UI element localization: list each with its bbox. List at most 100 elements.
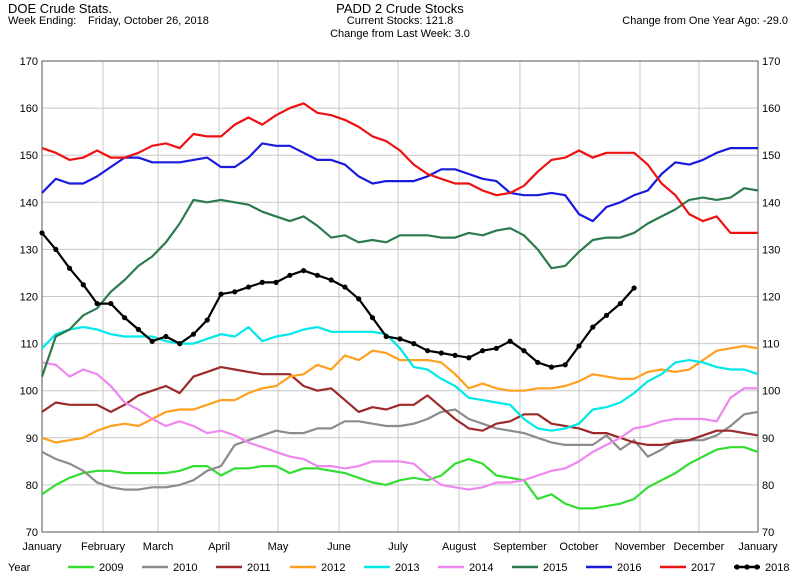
data-point-2018 — [328, 277, 334, 283]
data-point-2018 — [301, 267, 307, 274]
y-tick-label-right: 80 — [762, 480, 774, 492]
data-point-2018 — [245, 284, 252, 290]
y-tick-label-right: 110 — [762, 339, 780, 351]
x-tick-label: April — [208, 541, 230, 553]
data-point-2018 — [53, 246, 59, 252]
x-tick-label: December — [674, 541, 725, 553]
y-tick-label-right: 70 — [762, 527, 774, 539]
week-ending: Week Ending: Friday, October 26, 2018 — [8, 15, 209, 28]
y-tick-label-left: 70 — [26, 527, 38, 539]
y-tick-label-left: 110 — [20, 339, 38, 351]
legend-marker — [754, 564, 760, 570]
axes: 70 70 80 80 90 90 100 100 110 110 120 120 130 130 140 1… — [20, 56, 781, 553]
series-line-2018 — [41, 232, 635, 369]
x-tick-label: July — [388, 541, 408, 553]
y-tick-label-left: 170 — [20, 56, 38, 68]
data-point-2018 — [466, 355, 472, 361]
legend-entry-2013: 2013 — [395, 562, 419, 574]
series-lines — [39, 102, 759, 510]
data-point-2018 — [507, 338, 513, 344]
x-tick-label: January — [22, 541, 62, 553]
y-tick-label-right: 100 — [762, 386, 780, 398]
data-point-2018 — [273, 279, 279, 285]
x-tick-label: March — [143, 541, 174, 553]
y-tick-label-right: 120 — [762, 292, 780, 304]
x-tick-label: August — [442, 541, 476, 553]
data-point-2018 — [535, 359, 541, 366]
y-tick-label-right: 140 — [762, 197, 780, 209]
chart-title: PADD 2 Crude Stocks — [336, 1, 464, 16]
y-tick-label-left: 80 — [26, 480, 38, 492]
data-point-2018 — [576, 343, 582, 349]
data-point-2018 — [424, 348, 431, 354]
data-point-2018 — [149, 338, 155, 344]
data-point-2018 — [369, 315, 376, 321]
y-tick-label-left: 100 — [20, 386, 38, 398]
data-point-2018 — [480, 348, 486, 354]
data-point-2018 — [548, 364, 555, 370]
data-point-2018 — [590, 324, 596, 330]
data-point-2018 — [603, 312, 610, 318]
data-point-2018 — [617, 300, 623, 307]
x-tick-label: January — [738, 541, 778, 553]
y-tick-label-left: 130 — [20, 244, 38, 256]
y-tick-label-right: 160 — [762, 103, 780, 115]
legend-entry-2015: 2015 — [543, 562, 567, 574]
data-point-2018 — [356, 296, 362, 302]
legend-entry-2014: 2014 — [469, 562, 493, 574]
series-line-2010 — [41, 408, 759, 491]
data-point-2018 — [177, 341, 183, 347]
legend-marker — [734, 564, 740, 570]
series-line-2016 — [41, 142, 758, 223]
legend: Year 2009 2010 2011 2012 2013 2014 2015 2016 2017… — [8, 562, 789, 574]
data-point-2018 — [94, 300, 100, 307]
data-point-2018 — [80, 282, 86, 288]
x-tick-label: June — [327, 541, 351, 553]
data-point-2018 — [39, 230, 45, 236]
header-left: DOE Crude Stats. Week Ending: Friday, Oct… — [8, 2, 209, 28]
x-tick-label: November — [615, 541, 666, 553]
legend-entry-2011: 2011 — [247, 562, 271, 574]
series-line-2012 — [41, 344, 759, 444]
data-point-2018 — [259, 279, 265, 285]
current-stocks: Current Stocks: 121.8 — [346, 15, 454, 27]
legend-entry-2010: 2010 — [173, 562, 197, 574]
x-tick-label: September — [493, 541, 547, 553]
y-tick-label-right: 170 — [762, 56, 780, 68]
legend-entry-2009: 2009 — [99, 562, 123, 574]
data-point-2018 — [287, 272, 293, 278]
source-title: DOE Crude Stats. — [8, 1, 113, 16]
week-ending-label: Week Ending: — [8, 15, 77, 27]
data-point-2018 — [218, 291, 224, 297]
series-line-2017 — [41, 102, 758, 234]
data-point-2018 — [631, 285, 637, 291]
data-point-2018 — [493, 345, 499, 351]
data-point-2018 — [108, 300, 114, 307]
data-point-2018 — [204, 317, 210, 323]
data-point-2018 — [232, 289, 238, 295]
change-from-last-week: Change from Last Week: 3.0 — [330, 28, 470, 40]
week-ending-value: Friday, October 26, 2018 — [88, 15, 209, 27]
y-tick-label-left: 120 — [20, 292, 38, 304]
series-line-2011 — [41, 366, 759, 446]
data-point-2018 — [562, 362, 568, 368]
series-line-2013 — [41, 326, 759, 432]
y-tick-label-left: 90 — [26, 433, 38, 445]
data-point-2018 — [397, 336, 403, 342]
data-point-2018 — [122, 315, 128, 321]
y-tick-label-left: 140 — [20, 197, 38, 209]
data-point-2018 — [411, 341, 417, 347]
series-line-2014 — [41, 361, 758, 491]
y-tick-label-right: 90 — [762, 433, 774, 445]
plot-frame — [41, 60, 759, 533]
legend-label: Year — [8, 562, 31, 574]
data-point-2018 — [163, 333, 169, 340]
data-point-2018 — [314, 272, 320, 278]
legend-entry-2016: 2016 — [617, 562, 641, 574]
data-point-2018 — [521, 348, 527, 354]
series-line-2015 — [40, 187, 759, 377]
x-tick-label: May — [268, 541, 289, 553]
y-tick-label-right: 130 — [762, 244, 780, 256]
x-tick-label: October — [559, 541, 598, 553]
